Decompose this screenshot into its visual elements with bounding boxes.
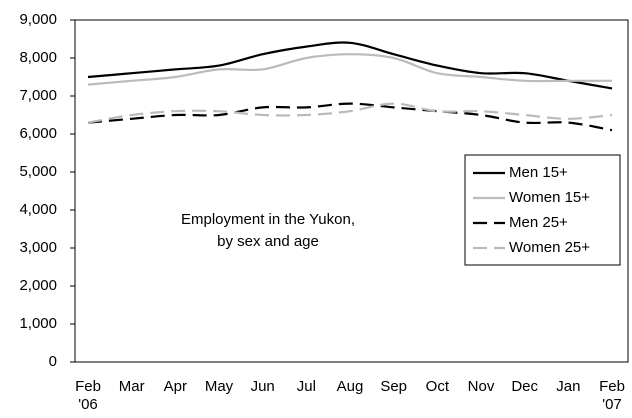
y-tick-label: 3,000 <box>19 239 57 256</box>
x-tick-label: Feb '07 <box>599 378 625 413</box>
y-tick-label: 6,000 <box>19 125 57 142</box>
y-tick-label: 0 <box>49 353 57 370</box>
x-tick-label: Nov <box>468 378 495 395</box>
x-tick-label: Sep <box>380 378 407 395</box>
legend-label: Men 15+ <box>509 164 568 181</box>
x-tick-label: Jul <box>297 378 316 395</box>
y-tick-label: 5,000 <box>19 163 57 180</box>
legend-label: Men 25+ <box>509 214 568 231</box>
x-tick-label: Apr <box>164 378 187 395</box>
x-tick-label: Jan <box>556 378 580 395</box>
series-line <box>87 102 613 132</box>
x-tick-label: Dec <box>511 378 538 395</box>
x-tick-label: Feb '06 <box>75 378 101 413</box>
x-tick-label: Aug <box>337 378 364 395</box>
y-tick-label: 4,000 <box>19 201 57 218</box>
y-tick-label: 7,000 <box>19 87 57 104</box>
y-tick-label: 2,000 <box>19 277 57 294</box>
series-line <box>87 53 612 86</box>
x-tick-label: Mar <box>119 378 145 395</box>
x-tick-label: Oct <box>426 378 450 395</box>
x-tick-label: May <box>205 378 234 395</box>
annotation: by sex and age <box>217 233 319 250</box>
y-tick-label: 8,000 <box>19 49 57 66</box>
y-tick-label: 9,000 <box>19 11 57 28</box>
series-line <box>87 41 613 90</box>
plot-frame <box>74 19 629 363</box>
annotation: Employment in the Yukon, <box>181 211 355 228</box>
x-tick-label: Jun <box>251 378 275 395</box>
series-line <box>87 102 613 124</box>
y-tick-label: 1,000 <box>19 315 57 332</box>
legend-label: Women 25+ <box>509 239 590 256</box>
legend-label: Women 15+ <box>509 189 590 206</box>
legend-box <box>464 154 621 266</box>
